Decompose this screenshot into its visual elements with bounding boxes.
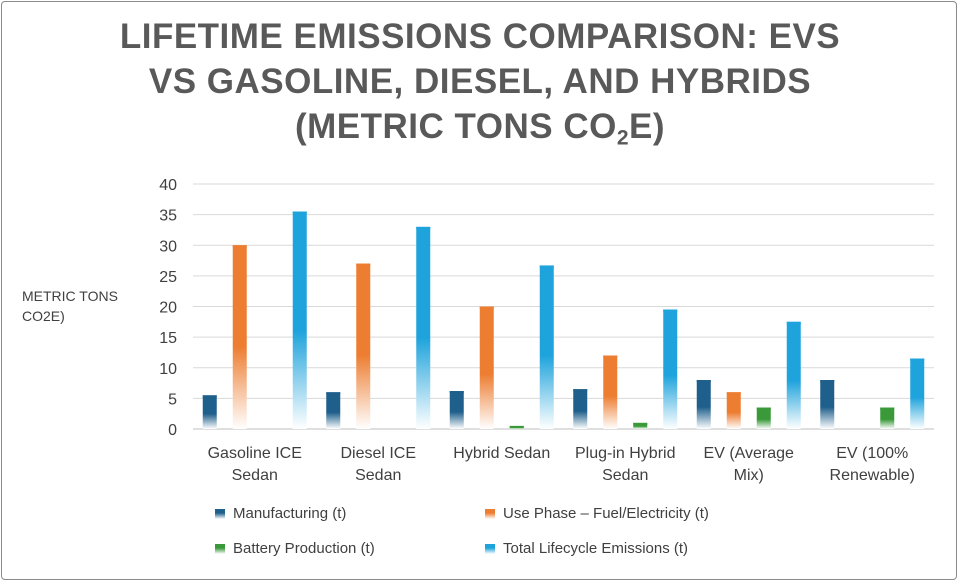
x-tick-label-line: Renewable) xyxy=(830,467,915,484)
bar-ev-100-renewable-total-lifecycle-emissions-t xyxy=(910,358,925,429)
bar-cap-diesel-ice-sedan-manufacturing-t xyxy=(326,392,341,395)
legend-swatch-manufacturing-t xyxy=(215,508,225,519)
y-tick-label-5: 5 xyxy=(168,391,177,408)
bar-diesel-ice-sedan-manufacturing-t xyxy=(326,392,341,429)
x-tick-label-line: EV (Average xyxy=(704,445,795,462)
chart-title-line-1: LIFETIME EMISSIONS COMPARISON: EVS xyxy=(119,17,841,56)
legend-swatch-total-lifecycle-emissions-t xyxy=(485,543,495,554)
chart-title-line-3-suffix: E) xyxy=(629,107,666,146)
y-tick-label-40: 40 xyxy=(159,177,177,194)
bar-cap-plug-in-hybrid-sedan-manufacturing-t xyxy=(573,389,588,392)
y-tick-label-0: 0 xyxy=(168,422,177,439)
bar-cap-hybrid-sedan-manufacturing-t xyxy=(449,391,464,394)
bar-hybrid-sedan-use-phase-fuel-electricity-t xyxy=(479,306,494,429)
y-tick-label-30: 30 xyxy=(159,238,177,255)
x-tick-label-line: Plug-in Hybrid xyxy=(575,445,675,462)
x-tick-labels: Gasoline ICE Sedan Diesel ICE Sedan Hybrid S… xyxy=(208,445,915,484)
x-tick-label-gasoline-ice-sedan: Gasoline ICE Sedan xyxy=(208,445,302,484)
y-tick-label-10: 10 xyxy=(159,361,177,378)
bar-gasoline-ice-sedan-manufacturing-t xyxy=(202,395,217,429)
bar-hybrid-sedan-total-lifecycle-emissions-t xyxy=(539,265,554,429)
bar-cap-ev-100-renewable-manufacturing-t xyxy=(820,380,835,382)
bar-cap-hybrid-sedan-battery-production-t xyxy=(509,425,524,428)
bar-cap-plug-in-hybrid-sedan-battery-production-t xyxy=(633,422,648,425)
chart-title: LIFETIME EMISSIONS COMPARISON: EVS VS GA… xyxy=(0,14,960,160)
x-tick-label-line: Mix) xyxy=(734,467,764,484)
bar-plug-in-hybrid-sedan-battery-production-t xyxy=(633,422,648,429)
y-axis-label-line-2: CO2E) xyxy=(22,308,65,324)
bar-cap-hybrid-sedan-total-lifecycle-emissions-t xyxy=(539,265,554,268)
x-tick-label-diesel-ice-sedan: Diesel ICE Sedan xyxy=(340,445,416,484)
bar-cap-ev-average-mix-manufacturing-t xyxy=(696,380,711,382)
chart-title-line-3-prefix: (METRIC TONS CO xyxy=(294,107,617,146)
bar-cap-ev-average-mix-use-phase-fuel-electricity-t xyxy=(726,392,741,395)
bar-ev-average-mix-use-phase-fuel-electricity-t xyxy=(726,392,741,429)
bar-gasoline-ice-sedan-total-lifecycle-emissions-t xyxy=(292,211,307,429)
bar-plug-in-hybrid-sedan-manufacturing-t xyxy=(573,389,588,429)
x-tick-label-line: Hybrid Sedan xyxy=(453,445,550,462)
bar-cap-diesel-ice-sedan-total-lifecycle-emissions-t xyxy=(416,226,431,229)
legend-label-use-phase-fuel-electricity-t: Use Phase – Fuel/Electricity (t) xyxy=(503,505,709,522)
legend-label-manufacturing-t: Manufacturing (t) xyxy=(233,505,347,522)
bar-cap-gasoline-ice-sedan-manufacturing-t xyxy=(202,395,217,398)
bar-cap-plug-in-hybrid-sedan-use-phase-fuel-electricity-t xyxy=(603,355,618,358)
bar-ev-average-mix-total-lifecycle-emissions-t xyxy=(786,321,801,429)
bar-cap-gasoline-ice-sedan-total-lifecycle-emissions-t xyxy=(292,211,307,214)
y-tick-label-25: 25 xyxy=(159,269,177,286)
chart-title-subscript: 2 xyxy=(616,126,630,150)
bar-cap-ev-average-mix-total-lifecycle-emissions-t xyxy=(786,321,801,324)
bar-ev-100-renewable-battery-production-t xyxy=(880,407,895,429)
y-tick-label-35: 35 xyxy=(159,208,177,225)
x-tick-label-line: EV (100% xyxy=(836,445,908,462)
gridlines xyxy=(193,183,934,430)
x-tick-label-ev-average-mix: EV (Average Mix) xyxy=(704,445,795,484)
bar-cap-diesel-ice-sedan-use-phase-fuel-electricity-t xyxy=(356,263,371,266)
legend-label-battery-production-t: Battery Production (t) xyxy=(233,540,375,557)
legend-label-total-lifecycle-emissions-t: Total Lifecycle Emissions (t) xyxy=(503,540,689,557)
bar-ev-average-mix-manufacturing-t xyxy=(696,380,711,429)
x-tick-label-hybrid-sedan: Hybrid Sedan xyxy=(453,445,550,462)
y-tick-labels: 0 5 10 15 20 25 30 35 40 xyxy=(159,177,177,439)
x-tick-label-line: Sedan xyxy=(232,467,278,484)
x-tick-label-plug-in-hybrid-sedan: Plug-in Hybrid Sedan xyxy=(575,445,675,484)
bar-ev-100-renewable-manufacturing-t xyxy=(820,380,835,429)
bar-cap-hybrid-sedan-use-phase-fuel-electricity-t xyxy=(479,306,494,309)
x-tick-label-ev-100-renewable: EV (100% Renewable) xyxy=(830,445,915,484)
legend-item-use-phase-fuel-electricity-t: Use Phase – Fuel/Electricity (t) xyxy=(485,505,709,522)
bars xyxy=(202,211,925,429)
bar-cap-plug-in-hybrid-sedan-total-lifecycle-emissions-t xyxy=(663,309,678,312)
bar-diesel-ice-sedan-use-phase-fuel-electricity-t xyxy=(356,263,371,429)
legend-item-battery-production-t: Battery Production (t) xyxy=(215,540,375,557)
y-tick-label-20: 20 xyxy=(159,300,177,317)
chart-title-line-2: VS GASOLINE, DIESEL, AND HYBRIDS xyxy=(148,62,812,101)
y-axis-label-line-1: METRIC TONS xyxy=(22,288,118,304)
x-tick-label-line: Sedan xyxy=(602,467,648,484)
y-axis-label: METRIC TONS CO2E) xyxy=(22,286,162,326)
bar-diesel-ice-sedan-total-lifecycle-emissions-t xyxy=(416,226,431,429)
bar-cap-ev-average-mix-battery-production-t xyxy=(756,407,771,410)
y-tick-label-15: 15 xyxy=(159,330,177,347)
legend-item-manufacturing-t: Manufacturing (t) xyxy=(215,505,346,522)
chart-title-line-3: (METRIC TONS CO2E) xyxy=(0,104,960,160)
bar-hybrid-sedan-manufacturing-t xyxy=(449,391,464,429)
bar-ev-average-mix-battery-production-t xyxy=(756,407,771,429)
legend-swatch-use-phase-fuel-electricity-t xyxy=(485,508,495,519)
bar-plug-in-hybrid-sedan-use-phase-fuel-electricity-t xyxy=(603,355,618,429)
bar-cap-ev-100-renewable-battery-production-t xyxy=(880,407,895,410)
legend-item-total-lifecycle-emissions-t: Total Lifecycle Emissions (t) xyxy=(485,540,688,557)
bar-plug-in-hybrid-sedan-total-lifecycle-emissions-t xyxy=(663,309,678,429)
bar-gasoline-ice-sedan-use-phase-fuel-electricity-t xyxy=(232,245,247,429)
x-tick-label-line: Sedan xyxy=(355,467,401,484)
x-tick-label-line: Diesel ICE xyxy=(340,445,416,462)
x-tick-label-line: Gasoline ICE xyxy=(208,445,302,462)
legend-swatch-battery-production-t xyxy=(215,543,225,554)
bar-cap-gasoline-ice-sedan-use-phase-fuel-electricity-t xyxy=(232,245,247,248)
bar-cap-ev-100-renewable-total-lifecycle-emissions-t xyxy=(910,358,925,361)
